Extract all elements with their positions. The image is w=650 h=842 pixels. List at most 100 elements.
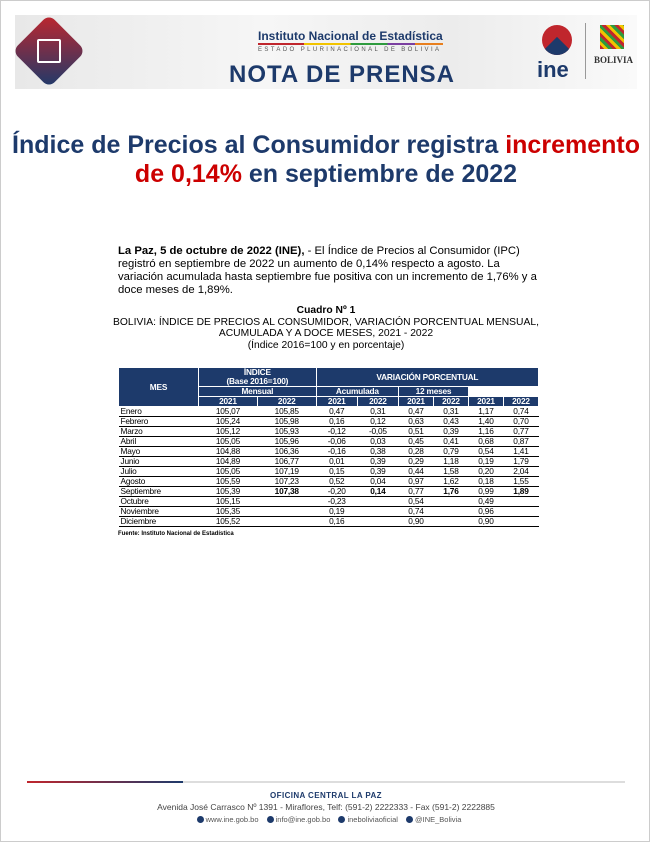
document-edit-icon	[37, 39, 61, 63]
value-cell: 0,38	[357, 446, 399, 457]
value-cell: 1,76	[433, 486, 469, 497]
caption-subtitle: (Índice 2016=100 y en porcentaje)	[247, 339, 405, 351]
month-cell: Febrero	[118, 416, 199, 427]
month-cell: Noviembre	[118, 506, 199, 517]
table-row: Noviembre 105,35 0,19 0,74 0,96	[118, 506, 539, 517]
value-cell: 0,14	[357, 486, 399, 497]
value-cell: 0,99	[468, 486, 504, 497]
bolivia-logo: BOLIVIA	[594, 55, 634, 65]
value-cell	[257, 516, 317, 527]
value-cell: 0,41	[433, 436, 469, 447]
value-cell: 1,55	[503, 476, 539, 487]
value-cell: -0,06	[316, 436, 358, 447]
value-cell: 0,90	[398, 516, 434, 527]
email-link[interactable]: info@ine.gob.bo	[275, 815, 331, 824]
value-cell: 1,62	[433, 476, 469, 487]
value-cell: 105,52	[198, 516, 258, 527]
value-cell: 1,41	[503, 446, 539, 457]
value-cell: 1,18	[433, 456, 469, 467]
value-cell: 0,74	[398, 506, 434, 517]
value-cell: 0,49	[468, 496, 504, 507]
table-row: Marzo 105,12 105,93 -0,12 -0,05 0,51 0,39 1,16 0…	[118, 426, 539, 437]
value-cell: -0,23	[316, 496, 358, 507]
value-cell: 105,05	[198, 436, 258, 447]
value-cell: -0,12	[316, 426, 358, 437]
value-cell: 0,03	[357, 436, 399, 447]
value-cell: 105,15	[198, 496, 258, 507]
month-cell: Abril	[118, 436, 199, 447]
contacts: www.ine.gob.bo info@ine.gob.bo inebolivi…	[1, 815, 650, 824]
state-name: ESTADO PLURINACIONAL DE BOLIVIA	[258, 47, 442, 53]
month-cell: Junio	[118, 456, 199, 467]
website-link[interactable]: www.ine.gob.bo	[205, 815, 259, 824]
value-cell: 0,31	[433, 406, 469, 417]
value-cell: 1,17	[468, 406, 504, 417]
col-mensual: Mensual	[198, 386, 317, 397]
value-cell: 0,52	[316, 476, 358, 487]
value-cell: 0,97	[398, 476, 434, 487]
value-cell: 2,04	[503, 466, 539, 477]
value-cell: 0,43	[433, 416, 469, 427]
value-cell: 0,77	[503, 426, 539, 437]
twitter-link[interactable]: @INE_Bolivia	[415, 815, 462, 824]
value-cell: 0,39	[433, 426, 469, 437]
value-cell: 0,28	[398, 446, 434, 457]
value-cell: 0,04	[357, 476, 399, 487]
value-cell	[257, 496, 317, 507]
value-cell: 105,12	[198, 426, 258, 437]
divider	[585, 23, 586, 79]
value-cell: 0,19	[316, 506, 358, 517]
table-row: Diciembre 105,52 0,16 0,90 0,90	[118, 516, 539, 527]
value-cell: 0,45	[398, 436, 434, 447]
office-title: OFICINA CENTRAL LA PAZ	[270, 791, 382, 800]
value-cell: 1,58	[433, 466, 469, 477]
value-cell: 0,29	[398, 456, 434, 467]
month-cell: Mayo	[118, 446, 199, 457]
col-acumulada: Acumulada	[315, 386, 399, 397]
value-cell: 0,63	[398, 416, 434, 427]
value-cell: 104,88	[198, 446, 258, 457]
value-cell: 0,90	[468, 516, 504, 527]
press-release-title: NOTA DE PRENSA	[229, 61, 456, 88]
value-cell	[433, 496, 469, 507]
month-cell: Enero	[118, 406, 199, 417]
value-cell: 105,98	[257, 416, 317, 427]
value-cell: 0,74	[503, 406, 539, 417]
table-row: Junio 104,89 106,77 0,01 0,39 0,29 1,18 0,19 1,7…	[118, 456, 539, 467]
value-cell: 1,16	[468, 426, 504, 437]
value-cell: 106,36	[257, 446, 317, 457]
facebook-icon	[338, 816, 346, 823]
value-cell: -0,20	[316, 486, 358, 497]
value-cell: 0,01	[316, 456, 358, 467]
color-stripe	[258, 43, 443, 45]
value-cell: 0,18	[468, 476, 504, 487]
value-cell: 106,77	[257, 456, 317, 467]
value-cell: 0,47	[316, 406, 358, 417]
value-cell	[357, 496, 399, 507]
value-cell: 0,16	[316, 416, 358, 427]
value-cell: 0,87	[503, 436, 539, 447]
value-cell: 0,39	[357, 456, 399, 467]
value-cell: 1,79	[503, 456, 539, 467]
facebook-link[interactable]: ineboliviaoficial	[347, 815, 398, 824]
value-cell	[257, 506, 317, 517]
value-cell: 105,93	[257, 426, 317, 437]
value-cell	[503, 516, 539, 527]
table-row: Octubre 105,15 -0,23 0,54 0,49	[118, 496, 539, 507]
value-cell: 0,39	[357, 466, 399, 477]
value-cell: 0,31	[357, 406, 399, 417]
table-row: Agosto 105,59 107,23 0,52 0,04 0,97 1,62 0,18 1,…	[118, 476, 539, 487]
caption-title: BOLIVIA: ÍNDICE DE PRECIOS AL CONSUMIDOR…	[113, 316, 539, 340]
ine-logo: ine	[537, 57, 569, 82]
table-source: Fuente: Instituto Nacional de Estadístic…	[118, 531, 234, 537]
value-cell: -0,05	[357, 426, 399, 437]
table-row: Enero 105,07 105,85 0,47 0,31 0,47 0,31 1,17 0,7…	[118, 406, 539, 417]
table-row: Septiembre 105,39 107,38 -0,20 0,14 0,77 1,76 0…	[118, 486, 539, 497]
value-cell	[433, 506, 469, 517]
value-cell: 0,77	[398, 486, 434, 497]
year-header: 2021	[397, 396, 434, 407]
month-cell: Marzo	[118, 426, 199, 437]
year-header: 2022	[502, 396, 540, 407]
value-cell: 0,68	[468, 436, 504, 447]
office-address: Avenida José Carrasco Nº 1391 - Miraflor…	[157, 802, 495, 812]
